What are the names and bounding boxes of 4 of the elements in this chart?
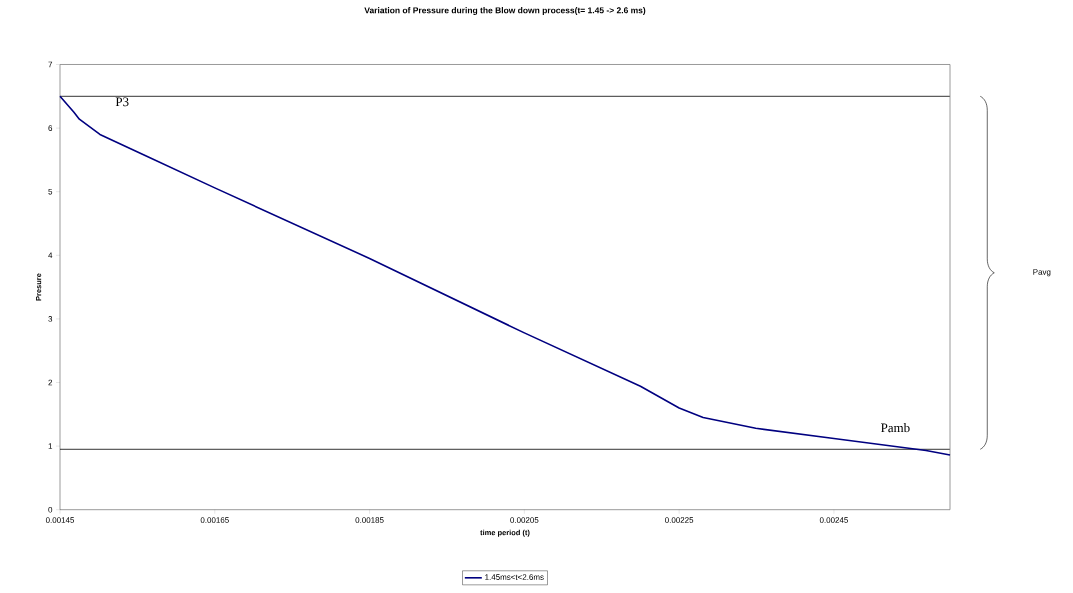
annotation: P3 bbox=[115, 97, 129, 107]
chart-title: Variation of Pressure during the Blow down process(t= 1.45 -> 2.6 ms) bbox=[364, 7, 646, 15]
annotation: Pamb bbox=[880, 423, 910, 433]
line-series bbox=[59, 95, 951, 456]
